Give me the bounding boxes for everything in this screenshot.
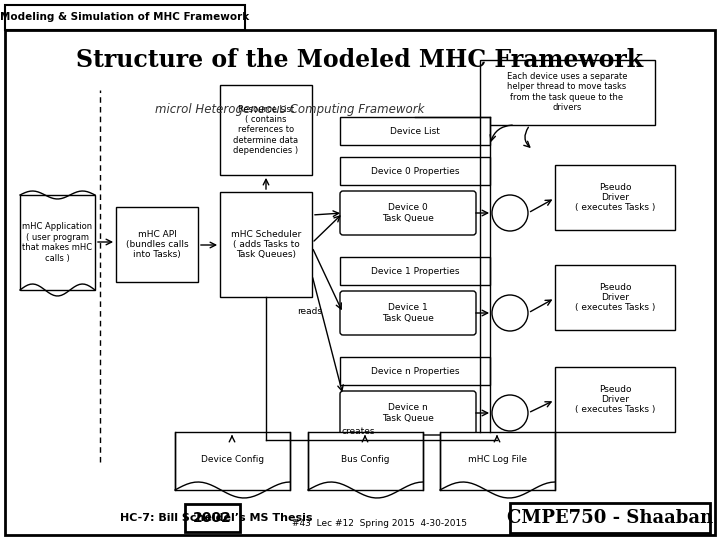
FancyBboxPatch shape — [5, 30, 715, 535]
Text: microl Heterogeneous Computing Framework: microl Heterogeneous Computing Framework — [155, 104, 424, 117]
Text: Device n
Task Queue: Device n Task Queue — [382, 403, 434, 423]
Text: reads: reads — [297, 307, 323, 316]
Text: 2002: 2002 — [193, 511, 231, 525]
FancyBboxPatch shape — [555, 367, 675, 432]
Text: Pseudo
Driver
( executes Tasks ): Pseudo Driver ( executes Tasks ) — [575, 384, 655, 414]
Text: Modeling & Simulation of MHC Framework: Modeling & Simulation of MHC Framework — [1, 12, 250, 22]
FancyBboxPatch shape — [340, 257, 490, 285]
Text: Device n Properties: Device n Properties — [371, 367, 459, 375]
Text: Device 1 Properties: Device 1 Properties — [371, 267, 459, 275]
FancyBboxPatch shape — [5, 5, 245, 30]
FancyBboxPatch shape — [340, 117, 490, 145]
Text: Pseudo
Driver
( executes Tasks ): Pseudo Driver ( executes Tasks ) — [575, 183, 655, 212]
FancyBboxPatch shape — [20, 195, 95, 290]
FancyBboxPatch shape — [116, 207, 198, 282]
Text: HC-7: Bill Scheidel’s MS Thesis: HC-7: Bill Scheidel’s MS Thesis — [120, 513, 312, 523]
FancyBboxPatch shape — [440, 432, 555, 490]
Text: Device 0 Properties: Device 0 Properties — [371, 166, 459, 176]
FancyBboxPatch shape — [308, 432, 423, 490]
Text: mHC Application
( user program
that makes mHC
calls ): mHC Application ( user program that make… — [22, 222, 93, 262]
FancyBboxPatch shape — [555, 265, 675, 330]
FancyBboxPatch shape — [185, 504, 240, 532]
Circle shape — [492, 395, 528, 431]
Text: Pseudo
Driver
( executes Tasks ): Pseudo Driver ( executes Tasks ) — [575, 282, 655, 313]
Text: Structure of the Modeled MHC Framework: Structure of the Modeled MHC Framework — [76, 48, 644, 72]
FancyBboxPatch shape — [480, 60, 655, 125]
FancyBboxPatch shape — [340, 357, 490, 385]
FancyBboxPatch shape — [555, 165, 675, 230]
FancyBboxPatch shape — [510, 503, 710, 533]
FancyBboxPatch shape — [220, 192, 312, 297]
Circle shape — [492, 295, 528, 331]
Text: Device List: Device List — [390, 126, 440, 136]
Text: Each device uses a separate
helper thread to move tasks
from the task queue to t: Each device uses a separate helper threa… — [507, 72, 627, 112]
Text: Bus Config: Bus Config — [341, 455, 390, 463]
Text: #43  Lec #12  Spring 2015  4-30-2015: #43 Lec #12 Spring 2015 4-30-2015 — [292, 519, 467, 529]
FancyBboxPatch shape — [340, 291, 476, 335]
FancyBboxPatch shape — [340, 191, 476, 235]
FancyBboxPatch shape — [340, 391, 476, 435]
Text: creates: creates — [341, 428, 374, 436]
Text: Device 1
Task Queue: Device 1 Task Queue — [382, 303, 434, 323]
Text: Device Config: Device Config — [201, 455, 264, 463]
Text: Resource List
( contains
references to
determine data
dependencies ): Resource List ( contains references to d… — [233, 105, 299, 156]
Text: CMPE750 - Shaaban: CMPE750 - Shaaban — [507, 509, 713, 527]
Text: mHC API
(bundles calls
into Tasks): mHC API (bundles calls into Tasks) — [126, 230, 189, 259]
FancyBboxPatch shape — [220, 85, 312, 175]
FancyBboxPatch shape — [340, 157, 490, 185]
Text: mHC Log File: mHC Log File — [468, 455, 527, 463]
Text: Device 0
Task Queue: Device 0 Task Queue — [382, 203, 434, 222]
Circle shape — [492, 195, 528, 231]
Text: mHC Scheduler
( adds Tasks to
Task Queues): mHC Scheduler ( adds Tasks to Task Queue… — [231, 230, 301, 259]
FancyBboxPatch shape — [175, 432, 290, 490]
